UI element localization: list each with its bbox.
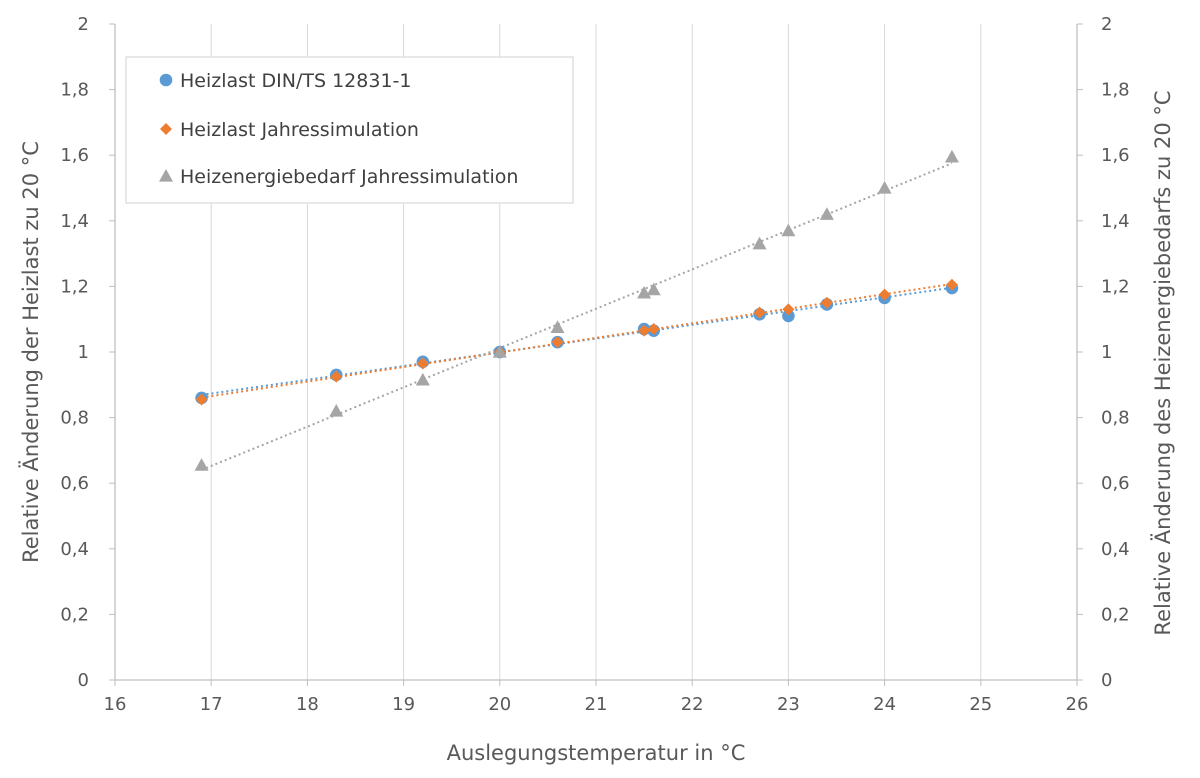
y-tick-label-left: 1,2 xyxy=(60,276,89,297)
data-point-series-2 xyxy=(551,336,564,349)
data-point-series-3 xyxy=(329,404,344,417)
y-tick-label-right: 1,4 xyxy=(1101,211,1130,232)
y-tick-label-left: 0 xyxy=(78,670,89,691)
legend-label-series-3: Heizenergiebedarf Jahressimulation xyxy=(180,166,518,188)
x-tick-label: 21 xyxy=(585,694,608,715)
y-tick-label-left: 0,6 xyxy=(60,473,89,494)
data-point-series-3 xyxy=(492,345,507,358)
legend-marker-series-3 xyxy=(159,169,173,182)
legend-label-series-1: Heizlast DIN/TS 12831-1 xyxy=(180,70,411,92)
y-tick-label-left: 2 xyxy=(78,14,89,35)
data-point-series-3 xyxy=(752,236,767,250)
y-tick-label-right: 2 xyxy=(1101,14,1112,35)
y-axis-title-left: Relative Änderung der Heizlast zu 20 °C xyxy=(18,141,43,563)
data-point-series-3 xyxy=(877,181,892,194)
legend-label-series-2: Heizlast Jahressimulation xyxy=(180,119,419,141)
legend-box xyxy=(125,56,574,204)
data-point-series-2 xyxy=(638,324,651,337)
x-tick-label: 16 xyxy=(104,694,127,715)
data-point-series-2 xyxy=(330,370,343,383)
data-point-series-1 xyxy=(782,309,795,323)
x-tick-label: 18 xyxy=(296,694,319,715)
y-tick-label-right: 1 xyxy=(1101,342,1112,363)
data-point-series-2 xyxy=(782,303,795,316)
trendline-series-2 xyxy=(201,282,953,399)
x-tick-label: 26 xyxy=(1066,694,1089,715)
x-tick-label: 17 xyxy=(200,694,223,715)
legend-marker-series-2 xyxy=(160,123,172,135)
data-point-series-2 xyxy=(753,306,766,319)
y-tick-label-right: 1,2 xyxy=(1101,276,1130,297)
y-tick-label-left: 0,8 xyxy=(60,408,89,429)
data-point-series-3 xyxy=(415,372,430,386)
y-tick-label-left: 0,4 xyxy=(60,539,89,560)
y-tick-label-right: 0 xyxy=(1101,670,1112,691)
data-point-series-2 xyxy=(416,357,429,370)
y-tick-label-left: 1,8 xyxy=(60,80,89,101)
legend-marker-series-1 xyxy=(159,73,173,87)
data-point-series-3 xyxy=(819,207,834,220)
y-tick-label-right: 0,6 xyxy=(1101,473,1130,494)
trendline-series-3 xyxy=(201,162,953,471)
data-point-series-3 xyxy=(944,149,959,163)
x-tick-label: 25 xyxy=(969,694,992,715)
y-tick-label-left: 1,6 xyxy=(60,145,89,166)
x-tick-label: 22 xyxy=(681,694,704,715)
trendline-layer xyxy=(201,162,953,471)
data-point-series-2 xyxy=(647,323,660,336)
y-tick-label-right: 0,4 xyxy=(1101,539,1130,560)
data-point-series-2 xyxy=(945,278,958,291)
axis-layer: 16 17 18 19 20 21 22 23 24 25 2600,20,40,60,811,21… xyxy=(60,14,1129,715)
x-tick-label: 20 xyxy=(488,694,511,715)
y-tick-label-right: 1,6 xyxy=(1101,145,1130,166)
data-point-series-2 xyxy=(820,296,833,309)
y-tick-label-right: 1,8 xyxy=(1101,80,1130,101)
marker-layer xyxy=(194,149,959,471)
y-tick-label-right: 0,2 xyxy=(1101,604,1130,625)
data-point-series-3 xyxy=(550,320,565,333)
data-point-series-3 xyxy=(637,285,652,299)
x-axis-title: Auslegungstemperatur in °C xyxy=(447,741,746,765)
y-axis-title-right: Relative Änderung des Heizenergiebedarfs… xyxy=(1150,90,1175,635)
data-point-series-3 xyxy=(646,282,661,296)
x-tick-label: 24 xyxy=(873,694,896,715)
data-point-series-2 xyxy=(878,288,891,301)
trendline-series-1 xyxy=(201,286,953,396)
data-point-series-3 xyxy=(781,223,796,237)
y-tick-label-left: 1,4 xyxy=(60,211,89,232)
y-tick-label-left: 0,2 xyxy=(60,604,89,625)
data-point-series-2 xyxy=(195,393,208,406)
legend: Heizlast DIN/TS 12831-1 Heizlast Jahressi… xyxy=(125,56,574,204)
y-tick-label-right: 0,8 xyxy=(1101,408,1130,429)
y-tick-label-left: 1 xyxy=(78,342,89,363)
data-point-series-3 xyxy=(194,458,209,471)
x-tick-label: 23 xyxy=(777,694,800,715)
x-tick-label: 19 xyxy=(392,694,415,715)
